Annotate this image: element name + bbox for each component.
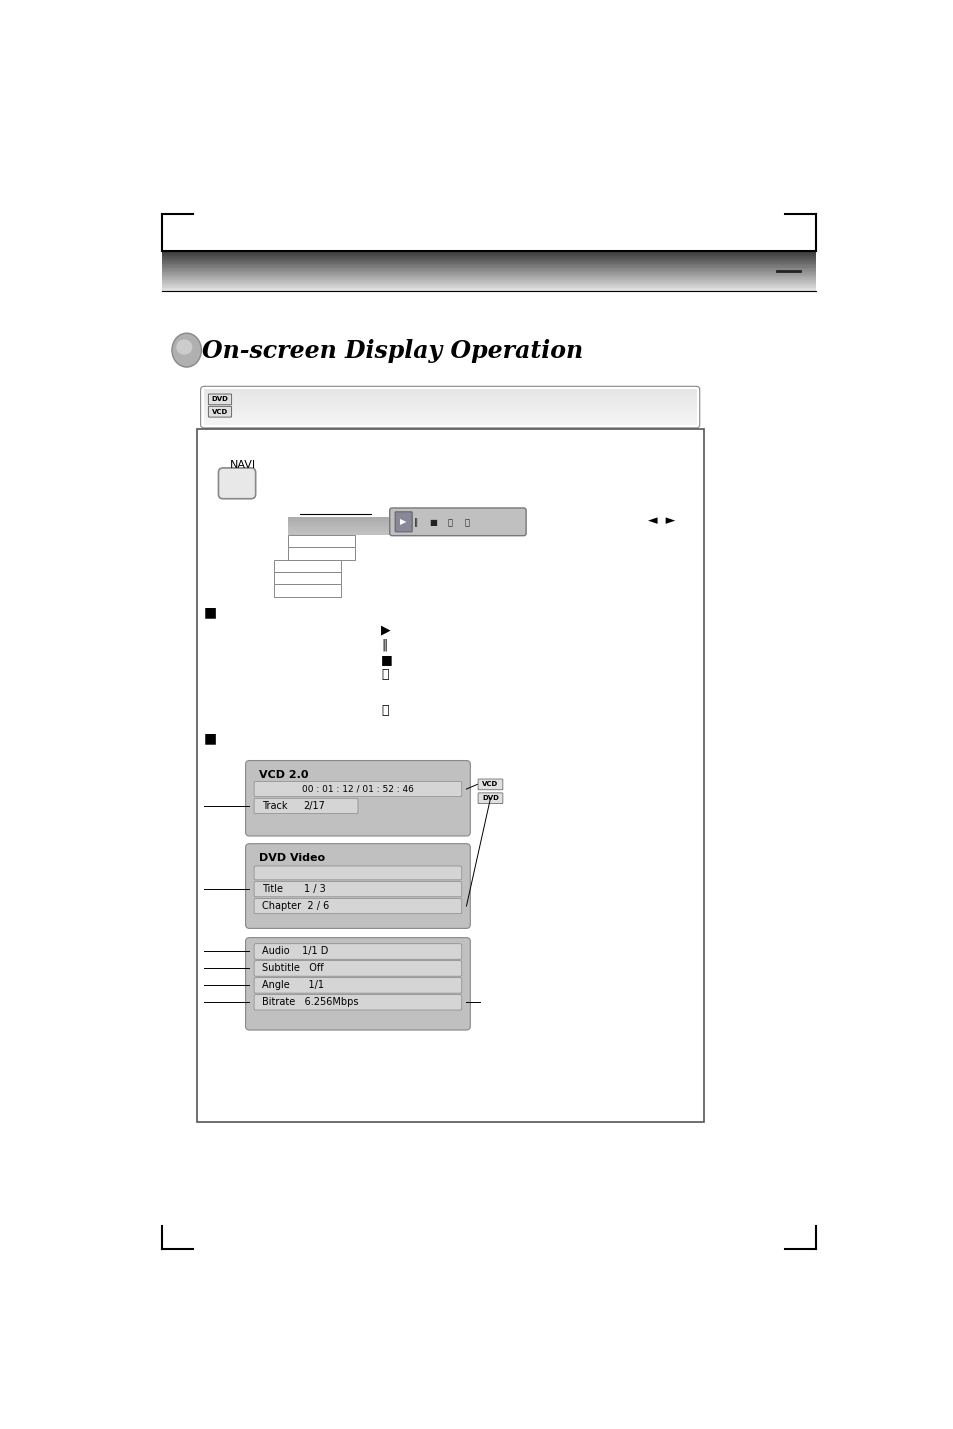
Ellipse shape xyxy=(172,333,201,367)
Text: Chapter  2 / 6: Chapter 2 / 6 xyxy=(261,902,329,912)
Text: 00 : 01 : 12 / 01 : 52 : 46: 00 : 01 : 12 / 01 : 52 : 46 xyxy=(302,785,414,793)
Ellipse shape xyxy=(176,340,193,354)
Bar xyxy=(204,396,696,399)
FancyBboxPatch shape xyxy=(245,937,470,1030)
Bar xyxy=(204,400,696,402)
Bar xyxy=(204,414,696,416)
Bar xyxy=(204,396,696,397)
FancyBboxPatch shape xyxy=(253,899,461,913)
Text: Track: Track xyxy=(261,802,287,812)
Text: ⏭: ⏭ xyxy=(381,704,388,717)
Text: ⏮: ⏮ xyxy=(447,519,453,527)
Bar xyxy=(204,389,696,392)
FancyBboxPatch shape xyxy=(245,760,470,836)
Text: ⏭: ⏭ xyxy=(464,519,469,527)
Text: ■: ■ xyxy=(429,519,436,527)
Bar xyxy=(288,517,414,534)
Bar xyxy=(204,420,696,422)
Bar xyxy=(204,406,696,407)
Bar xyxy=(204,409,696,410)
Text: Title: Title xyxy=(261,885,282,895)
Text: ■: ■ xyxy=(204,604,216,619)
FancyBboxPatch shape xyxy=(253,866,461,880)
Text: ⏮: ⏮ xyxy=(381,667,388,680)
Bar xyxy=(204,399,696,400)
Bar xyxy=(204,390,696,392)
Bar xyxy=(204,416,696,419)
FancyBboxPatch shape xyxy=(245,843,470,929)
Bar xyxy=(204,403,696,404)
Text: VCD: VCD xyxy=(212,409,228,414)
FancyBboxPatch shape xyxy=(253,977,461,993)
Bar xyxy=(204,419,696,420)
Bar xyxy=(288,522,414,524)
Bar xyxy=(204,417,696,419)
FancyBboxPatch shape xyxy=(253,799,357,813)
Bar xyxy=(288,534,355,547)
Bar xyxy=(288,517,414,519)
Text: ▶: ▶ xyxy=(400,517,407,526)
Bar xyxy=(288,529,414,532)
Text: VCD: VCD xyxy=(482,782,498,787)
Text: 1 / 3: 1 / 3 xyxy=(303,885,325,895)
Text: ‖: ‖ xyxy=(381,639,387,652)
Text: DVD Video: DVD Video xyxy=(258,853,325,863)
Text: VCD 2.0: VCD 2.0 xyxy=(258,770,308,780)
Bar xyxy=(204,397,696,399)
Bar xyxy=(288,526,414,527)
Bar xyxy=(204,422,696,423)
Text: Subtitle   Off: Subtitle Off xyxy=(261,963,323,973)
Text: ■: ■ xyxy=(204,732,216,745)
Bar xyxy=(288,530,414,533)
Bar xyxy=(204,416,696,417)
Bar xyxy=(204,393,696,394)
FancyBboxPatch shape xyxy=(253,782,461,797)
Bar xyxy=(288,527,414,530)
Text: DVD: DVD xyxy=(212,396,228,403)
Text: NAVI: NAVI xyxy=(230,460,256,470)
Bar xyxy=(288,519,414,522)
Bar xyxy=(288,533,414,534)
Text: ▶: ▶ xyxy=(381,624,391,637)
Text: On-screen Display Operation: On-screen Display Operation xyxy=(202,339,582,363)
Bar xyxy=(196,430,703,1122)
Bar xyxy=(288,520,414,523)
Bar xyxy=(204,392,696,393)
Text: Angle      1/1: Angle 1/1 xyxy=(261,980,323,990)
Bar xyxy=(204,410,696,412)
FancyBboxPatch shape xyxy=(390,507,525,536)
Bar xyxy=(274,572,340,584)
Bar xyxy=(204,412,696,413)
FancyBboxPatch shape xyxy=(218,467,255,499)
Text: Audio    1/1 D: Audio 1/1 D xyxy=(261,946,328,956)
Text: 2/17: 2/17 xyxy=(303,802,325,812)
Text: Bitrate   6.256Mbps: Bitrate 6.256Mbps xyxy=(261,997,358,1007)
Bar xyxy=(204,423,696,426)
Bar xyxy=(274,560,340,572)
Bar xyxy=(288,524,414,526)
FancyBboxPatch shape xyxy=(253,995,461,1010)
Bar xyxy=(204,394,696,396)
FancyBboxPatch shape xyxy=(395,512,412,532)
Bar xyxy=(288,547,355,560)
FancyBboxPatch shape xyxy=(477,779,502,790)
Bar xyxy=(204,410,696,412)
Bar xyxy=(204,407,696,409)
Bar xyxy=(274,584,340,596)
Text: ■: ■ xyxy=(381,653,393,666)
FancyBboxPatch shape xyxy=(253,882,461,897)
Bar xyxy=(204,403,696,406)
Bar xyxy=(204,404,696,406)
FancyBboxPatch shape xyxy=(477,793,502,803)
FancyBboxPatch shape xyxy=(253,960,461,976)
Bar xyxy=(204,402,696,403)
Bar xyxy=(204,413,696,414)
Text: ‖: ‖ xyxy=(414,519,417,527)
FancyBboxPatch shape xyxy=(208,406,232,417)
Text: DVD: DVD xyxy=(481,796,498,802)
FancyBboxPatch shape xyxy=(208,394,232,404)
FancyBboxPatch shape xyxy=(253,943,461,959)
Bar xyxy=(204,423,696,424)
Text: ◄  ►: ◄ ► xyxy=(647,514,675,527)
